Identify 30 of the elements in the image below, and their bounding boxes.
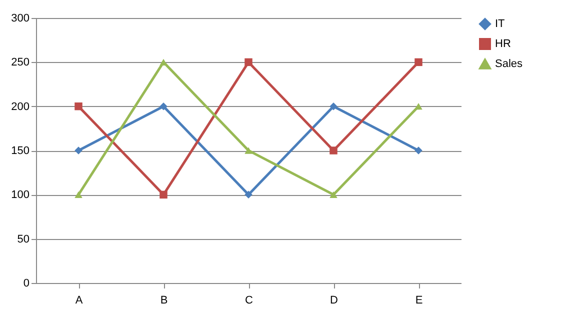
point <box>244 190 252 199</box>
point <box>160 102 168 110</box>
point <box>74 191 82 198</box>
point <box>414 146 422 154</box>
x-tick-label: A <box>75 294 84 306</box>
y-tick-label: 250 <box>11 56 30 69</box>
x-tick-label: D <box>330 294 338 306</box>
point <box>160 58 168 66</box>
point <box>414 102 422 110</box>
y-tick-label: 50 <box>17 233 30 246</box>
y-tick-label: 100 <box>11 189 30 202</box>
point <box>330 146 338 154</box>
x-tick-label: C <box>245 294 254 306</box>
point <box>244 147 252 154</box>
point <box>244 58 252 66</box>
y-tick-label: 150 <box>11 145 30 157</box>
point <box>160 190 168 199</box>
y-tick-label: 300 <box>11 12 30 24</box>
y-tick-label: 200 <box>11 100 30 113</box>
point <box>74 102 82 110</box>
x-tick-label: E <box>415 294 423 306</box>
point <box>74 146 82 154</box>
legend-label: IT <box>495 18 506 30</box>
point <box>414 58 422 66</box>
point <box>330 191 338 198</box>
legend-label: Sales <box>495 58 524 70</box>
point <box>330 102 338 110</box>
x-tick-label: B <box>160 294 168 306</box>
y-tick-label: 0 <box>23 278 30 290</box>
legend-label: HR <box>495 38 511 50</box>
